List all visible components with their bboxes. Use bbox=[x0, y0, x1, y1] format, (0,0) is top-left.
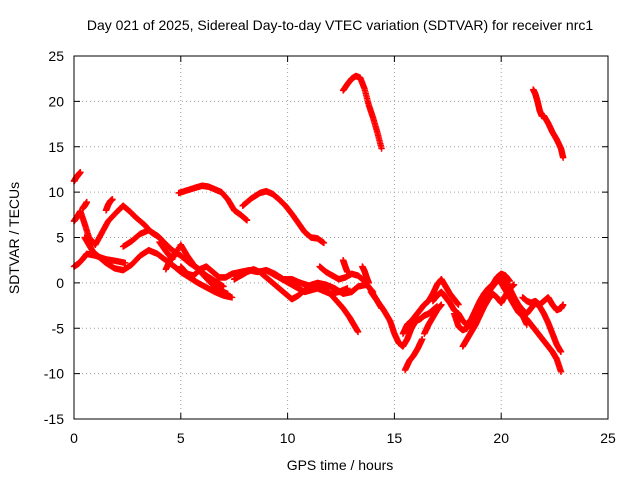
data-point bbox=[171, 250, 178, 258]
series-arc-20 bbox=[399, 276, 462, 337]
series-arc-16 bbox=[339, 256, 351, 276]
series-arc-29 bbox=[530, 86, 567, 161]
series-arc-26 bbox=[493, 274, 565, 376]
data-point bbox=[122, 259, 129, 267]
series-arc-01 bbox=[70, 168, 84, 185]
data-point bbox=[320, 239, 328, 247]
data-point bbox=[83, 198, 91, 206]
data-point bbox=[455, 301, 462, 308]
data-point bbox=[510, 281, 518, 288]
x-tick-label: 15 bbox=[387, 430, 403, 446]
series-arc-21 bbox=[401, 335, 426, 374]
series-arc-27 bbox=[506, 286, 565, 356]
data-point bbox=[77, 168, 84, 176]
series-arc-22 bbox=[421, 301, 445, 337]
axis-ticks: 0 5 10 15 20 25 -15 -10 -5 0 5 10 15 20 25 bbox=[44, 48, 616, 446]
y-tick-label: -10 bbox=[44, 366, 64, 382]
grid-lines bbox=[74, 56, 608, 419]
data-point bbox=[220, 283, 227, 290]
x-tick-label: 10 bbox=[280, 430, 296, 446]
data-point bbox=[344, 285, 351, 292]
series-arc-17 bbox=[359, 263, 372, 287]
data-point bbox=[365, 279, 372, 287]
data-point bbox=[109, 196, 116, 203]
data-point bbox=[557, 368, 565, 376]
y-tick-label: 0 bbox=[56, 275, 64, 291]
series-arc-06 bbox=[102, 196, 116, 214]
x-tick-label: 25 bbox=[600, 430, 616, 446]
data-point bbox=[557, 348, 565, 356]
data-point bbox=[224, 290, 231, 297]
series-arc-09 bbox=[162, 250, 178, 273]
series-arc-28 bbox=[519, 294, 567, 314]
series-arc-18 bbox=[339, 72, 385, 152]
y-tick-label: 10 bbox=[48, 184, 64, 200]
data-point bbox=[354, 328, 362, 336]
y-tick-label: 15 bbox=[48, 139, 64, 155]
data-point bbox=[559, 154, 567, 161]
data-point bbox=[228, 294, 236, 301]
data-point bbox=[243, 217, 251, 224]
series-arc-11 bbox=[175, 182, 251, 224]
series-arc-12 bbox=[239, 188, 328, 247]
x-tick-label: 20 bbox=[493, 430, 509, 446]
y-tick-label: -15 bbox=[44, 411, 64, 427]
series-arc-04 bbox=[79, 198, 91, 212]
data-points bbox=[70, 72, 567, 376]
y-tick-label: 25 bbox=[48, 48, 64, 64]
data-point bbox=[378, 145, 385, 152]
y-tick-label: -5 bbox=[52, 320, 65, 336]
x-axis-label: GPS time / hours bbox=[287, 457, 394, 473]
chart-title: Day 021 of 2025, Sidereal Day-to-day VTE… bbox=[87, 17, 593, 33]
x-tick-label: 5 bbox=[177, 430, 185, 446]
data-point bbox=[438, 301, 445, 308]
series-arc-25 bbox=[459, 281, 518, 350]
data-point bbox=[344, 268, 351, 276]
y-tick-label: 20 bbox=[48, 93, 64, 109]
series-arc-14 bbox=[263, 266, 351, 297]
y-tick-label: 5 bbox=[56, 230, 64, 246]
data-point bbox=[559, 301, 567, 308]
x-tick-label: 0 bbox=[70, 430, 78, 446]
data-point bbox=[418, 335, 426, 343]
y-axis-label: SDTVAR / TECUs bbox=[6, 182, 22, 294]
